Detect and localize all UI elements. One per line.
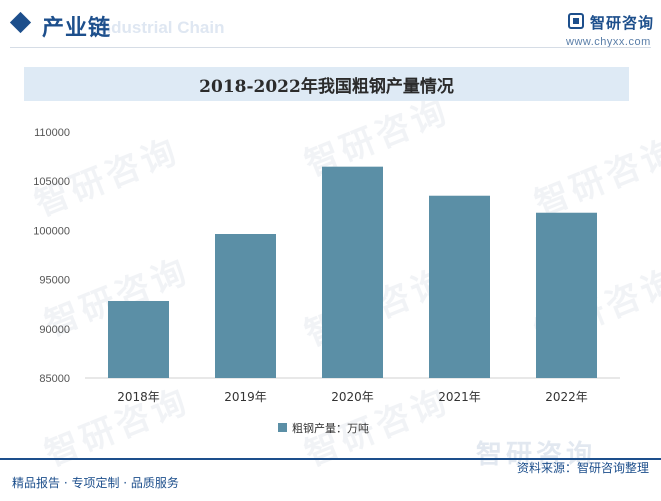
brand-logo-icon bbox=[568, 13, 584, 29]
bar bbox=[322, 166, 383, 378]
bar bbox=[536, 212, 597, 378]
x-tick-label: 2022年 bbox=[545, 390, 588, 404]
brand-url: www.chyxx.com bbox=[566, 36, 651, 48]
footer-tagline: 精品报告 · 专项定制 · 品质服务 bbox=[12, 476, 179, 490]
page-header: Industrial Chain 产业链 智研咨询 www.chyxx.com bbox=[0, 0, 661, 52]
bar bbox=[429, 195, 490, 378]
y-tick-label: 85000 bbox=[39, 373, 70, 385]
chart-title-band: 2018-2022年我国粗钢产量情况 bbox=[24, 67, 629, 101]
bar bbox=[108, 300, 169, 378]
x-tick-label: 2018年 bbox=[117, 390, 160, 404]
y-tick-label: 110000 bbox=[34, 127, 70, 139]
legend-label: 粗钢产量：万吨 bbox=[292, 421, 369, 435]
y-tick-label: 90000 bbox=[39, 324, 70, 336]
brand-name: 智研咨询 bbox=[590, 14, 655, 32]
y-tick-label: 95000 bbox=[39, 275, 70, 287]
x-tick-label: 2019年 bbox=[224, 390, 267, 404]
x-tick-label: 2021年 bbox=[438, 390, 481, 404]
footer-watermark-logo: 智研咨询 bbox=[476, 440, 597, 470]
section-subtitle: Industrial Chain bbox=[96, 18, 225, 37]
chart-title: 2018-2022年我国粗钢产量情况 bbox=[199, 76, 454, 97]
x-tick-label: 2020年 bbox=[331, 390, 374, 404]
y-tick-label: 105000 bbox=[33, 176, 70, 188]
section-title: 产业链 bbox=[42, 16, 112, 41]
bar bbox=[215, 234, 276, 378]
legend-swatch bbox=[278, 423, 287, 432]
bar-chart: 85000 90000 95000 100000 105000 110000 2018年 20… bbox=[33, 127, 620, 435]
header-divider bbox=[10, 47, 651, 48]
footer-divider bbox=[0, 458, 661, 460]
y-tick-label: 100000 bbox=[33, 225, 70, 237]
source-note: 资料来源：智研咨询整理 bbox=[516, 461, 649, 475]
diamond-icon bbox=[9, 11, 32, 34]
